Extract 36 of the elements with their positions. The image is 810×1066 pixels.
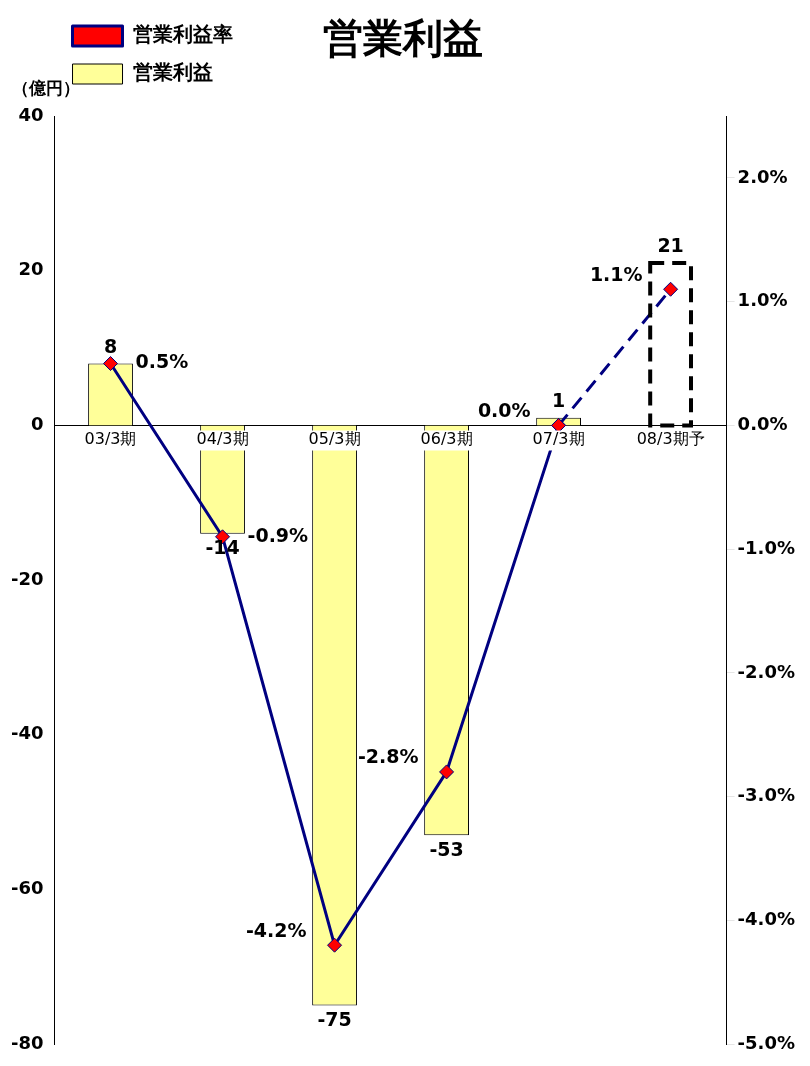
- y-axis-title: （億円）: [12, 77, 80, 98]
- y-tick-label: -80: [10, 1031, 44, 1053]
- y2-tick-label: 1.0%: [737, 289, 788, 311]
- x-tick-label: 04/3期: [196, 428, 249, 448]
- y2-tick-label: -2.0%: [737, 660, 796, 682]
- y2-tick-label: -1.0%: [737, 536, 796, 558]
- y-tick-label: 0: [30, 413, 44, 435]
- y2-tick-label: -3.0%: [737, 784, 796, 806]
- x-tick-label: 07/3期: [532, 428, 585, 448]
- data-label: -2.8%: [357, 745, 419, 768]
- data-label: -0.9%: [247, 523, 309, 546]
- x-tick-label: 03/3期: [84, 428, 137, 448]
- y-tick-label: -20: [10, 567, 44, 589]
- y-tick-label: 20: [18, 258, 44, 280]
- y-tick-label: -60: [10, 877, 44, 899]
- data-label: 21: [657, 234, 684, 257]
- x-tick-label: 05/3期: [308, 428, 361, 448]
- data-label: 1: [551, 389, 566, 412]
- data-label: 1.1%: [589, 262, 643, 285]
- y2-tick-label: -5.0%: [737, 1031, 796, 1053]
- x-tick-label: 08/3期予: [636, 428, 705, 448]
- data-label: 0.0%: [477, 398, 531, 421]
- x-tick-label: 06/3期: [420, 428, 473, 448]
- data-label: -75: [317, 1007, 352, 1030]
- y-tick-label: 40: [18, 103, 44, 125]
- y2-tick-label: -4.0%: [737, 908, 796, 930]
- y2-tick-label: 2.0%: [737, 165, 788, 187]
- data-label: 0.5%: [135, 350, 189, 373]
- chart-title: 営業利益: [323, 15, 483, 62]
- data-label: 8: [103, 334, 118, 357]
- data-label: -4.2%: [245, 918, 307, 941]
- data-label: -53: [429, 837, 464, 860]
- legend-label: 営業利益率: [132, 22, 233, 47]
- y2-tick-label: 0.0%: [737, 413, 788, 435]
- legend-label: 営業利益: [132, 60, 213, 85]
- y-tick-label: -40: [10, 722, 44, 744]
